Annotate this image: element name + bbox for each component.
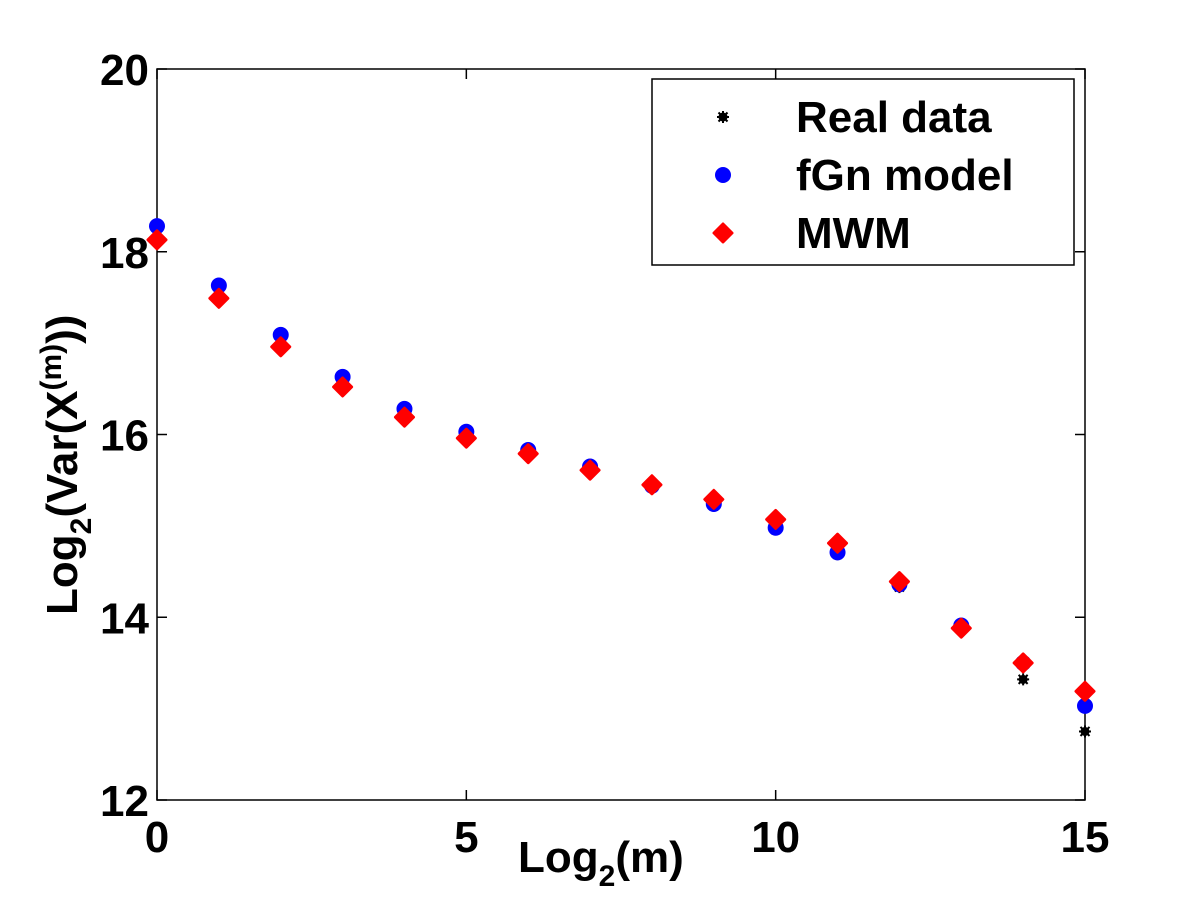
legend-label-mwm: MWM: [796, 209, 911, 258]
point-fgn-model: [149, 218, 165, 235]
y-axis-label: Log2(Var(X(m))): [35, 315, 98, 615]
point-mwm: [208, 287, 230, 309]
y-tick-label: 14: [100, 594, 149, 643]
point-mwm: [950, 617, 972, 639]
x-tick-label: 10: [751, 813, 800, 862]
point-mwm: [332, 376, 354, 398]
y-tick-label: 20: [100, 46, 149, 95]
point-mwm: [641, 474, 663, 496]
point-fgn-model: [1077, 697, 1093, 714]
point-fgn-model: [272, 326, 289, 343]
point-mwm: [270, 336, 292, 358]
legend-label-real-data: Real data: [796, 93, 992, 142]
point-mwm: [579, 459, 601, 481]
point-mwm: [146, 229, 168, 251]
point-real-data: [1017, 673, 1030, 686]
point-mwm: [517, 443, 539, 465]
point-mwm: [888, 571, 910, 593]
legend-marker-real-data: [717, 111, 729, 123]
y-tick-label: 16: [100, 412, 149, 461]
legend-marker-fgn-model: [715, 167, 731, 183]
point-mwm: [393, 406, 415, 428]
legend-marker-mwm: [712, 222, 734, 244]
svg-text:Log2(m): Log2(m): [518, 833, 684, 893]
y-tick-label: 18: [100, 229, 149, 278]
x-axis-label: Log2(m): [518, 833, 684, 893]
x-tick-label: 0: [145, 813, 169, 862]
svg-text:Log2(Var(X(m))): Log2(Var(X(m))): [35, 315, 98, 615]
legend-label-fgn-model: fGn model: [796, 151, 1014, 200]
point-mwm: [827, 532, 849, 554]
point-mwm: [703, 488, 725, 510]
point-mwm: [1012, 652, 1034, 674]
x-tick-label: 5: [454, 813, 478, 862]
point-mwm: [765, 508, 787, 530]
ticks: 0 5 10 15 12 14 16 18 20: [100, 46, 1109, 862]
point-mwm: [1074, 680, 1096, 702]
legend: Real data fGn model MWM: [651, 78, 1075, 266]
point-mwm: [455, 427, 477, 449]
x-tick-label: 15: [1061, 813, 1110, 862]
point-fgn-model: [210, 277, 227, 294]
point-real-data: [1079, 725, 1091, 738]
y-tick-label: 12: [100, 777, 149, 826]
data-points: [146, 218, 1096, 738]
